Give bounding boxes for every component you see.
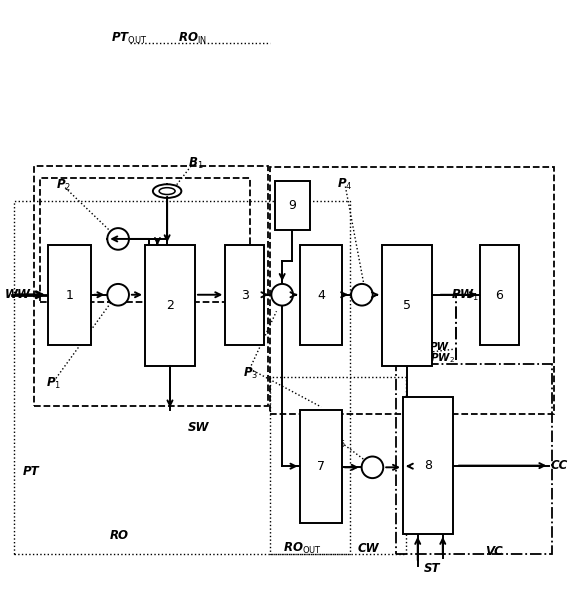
Bar bbox=[14, 201, 350, 554]
Bar bbox=[480, 245, 518, 345]
Bar bbox=[34, 166, 268, 406]
Text: 2: 2 bbox=[166, 299, 174, 312]
Text: ST: ST bbox=[424, 562, 440, 575]
Text: B$_{1}$: B$_{1}$ bbox=[188, 156, 204, 171]
Text: P$_{3}$: P$_{3}$ bbox=[243, 366, 258, 381]
Bar bbox=[382, 245, 432, 366]
Circle shape bbox=[362, 456, 383, 478]
Text: 8: 8 bbox=[424, 459, 432, 472]
Bar bbox=[40, 178, 250, 302]
Text: PT$_\mathrm{OUT}$: PT$_\mathrm{OUT}$ bbox=[111, 31, 148, 46]
Ellipse shape bbox=[153, 184, 181, 198]
Bar bbox=[145, 245, 195, 366]
Text: RO: RO bbox=[110, 529, 129, 542]
Bar bbox=[395, 364, 552, 554]
Circle shape bbox=[351, 284, 373, 306]
Text: CW: CW bbox=[358, 542, 379, 555]
Circle shape bbox=[272, 284, 293, 306]
Text: PW$_{2}$: PW$_{2}$ bbox=[430, 351, 455, 365]
Text: 1: 1 bbox=[66, 289, 73, 301]
Text: P$_{4}$: P$_{4}$ bbox=[338, 177, 353, 192]
Text: P$_{1}$: P$_{1}$ bbox=[46, 376, 61, 391]
Ellipse shape bbox=[159, 188, 175, 195]
Text: 3: 3 bbox=[241, 289, 249, 301]
Text: 9: 9 bbox=[289, 199, 296, 212]
Text: 5: 5 bbox=[403, 299, 411, 312]
Bar bbox=[403, 397, 453, 534]
Text: VC: VC bbox=[485, 545, 503, 558]
Text: P$_{5}$: P$_{5}$ bbox=[331, 436, 346, 450]
Bar bbox=[270, 167, 554, 414]
Text: PW: PW bbox=[430, 342, 449, 352]
Bar bbox=[270, 377, 406, 554]
Text: WW: WW bbox=[5, 289, 31, 301]
Text: PW$_{1}$: PW$_{1}$ bbox=[451, 289, 479, 303]
Text: 4: 4 bbox=[317, 289, 325, 301]
Text: SW: SW bbox=[188, 421, 210, 434]
Circle shape bbox=[107, 228, 129, 249]
Bar bbox=[300, 410, 342, 523]
Text: 7: 7 bbox=[317, 460, 325, 473]
Bar bbox=[48, 245, 91, 345]
Bar bbox=[300, 245, 342, 345]
Text: 6: 6 bbox=[495, 289, 503, 301]
Text: RO$_\mathrm{IN}$: RO$_\mathrm{IN}$ bbox=[178, 31, 207, 46]
Text: CC: CC bbox=[551, 459, 568, 472]
Text: P$_{2}$: P$_{2}$ bbox=[56, 178, 71, 193]
Text: PT: PT bbox=[23, 465, 40, 478]
Bar bbox=[275, 181, 310, 230]
Bar bbox=[225, 245, 264, 345]
Circle shape bbox=[107, 284, 129, 306]
Text: RO$_\mathrm{OUT}$: RO$_\mathrm{OUT}$ bbox=[283, 541, 321, 556]
